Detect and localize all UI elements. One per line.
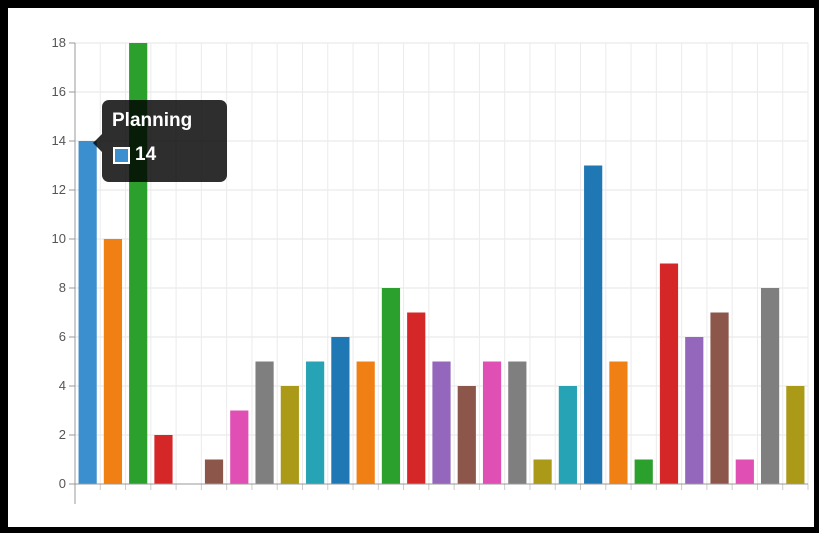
bar: [356, 361, 375, 484]
bar: [634, 459, 653, 484]
bar: [482, 361, 502, 484]
bar: [255, 361, 274, 484]
y-tick-label: 10: [52, 231, 66, 246]
bar: [204, 459, 224, 484]
bar: [710, 312, 729, 484]
bar: [154, 435, 173, 484]
bar: [786, 386, 805, 484]
y-tick-label: 18: [52, 35, 66, 50]
y-tick-label: 16: [52, 84, 66, 99]
tooltip-title: Planning: [112, 110, 193, 131]
y-axis: 0 2 4 6 8 10 12 14 16 18: [52, 35, 809, 504]
y-tick-label: 4: [59, 378, 66, 393]
bar: [306, 361, 325, 484]
bar: [760, 288, 780, 484]
bar: [685, 337, 704, 484]
tooltip-color-swatch: [113, 147, 130, 164]
bar: [230, 410, 249, 484]
bar: [78, 141, 97, 484]
bar: [735, 459, 754, 484]
y-tick-label: 8: [59, 280, 66, 295]
bar: [381, 288, 401, 484]
bar-chart: 0 2 4 6 8 10 12 14 16 18: [52, 35, 809, 504]
bar: [659, 263, 679, 484]
y-tick-label: 12: [52, 182, 66, 197]
bar: [584, 165, 603, 484]
chart-frame: 0 2 4 6 8 10 12 14 16 18 Planning 14: [8, 8, 814, 527]
y-tick-label: 6: [59, 329, 66, 344]
bar: [508, 361, 527, 484]
bar: [331, 337, 350, 484]
bar: [609, 361, 628, 484]
bars: [78, 43, 805, 484]
tooltip: Planning 14: [93, 100, 227, 182]
y-tick-label: 2: [59, 427, 66, 442]
bar: [103, 239, 123, 484]
grid-lines: [74, 42, 809, 485]
y-tick-label: 14: [52, 133, 66, 148]
tooltip-caret: [93, 134, 102, 152]
bar: [280, 386, 299, 484]
bar: [533, 459, 552, 484]
bar: [407, 312, 426, 484]
tooltip-value: 14: [135, 144, 157, 165]
bar: [432, 361, 451, 484]
bar: [558, 386, 577, 484]
bar: [457, 386, 476, 484]
y-tick-label: 0: [59, 476, 66, 491]
